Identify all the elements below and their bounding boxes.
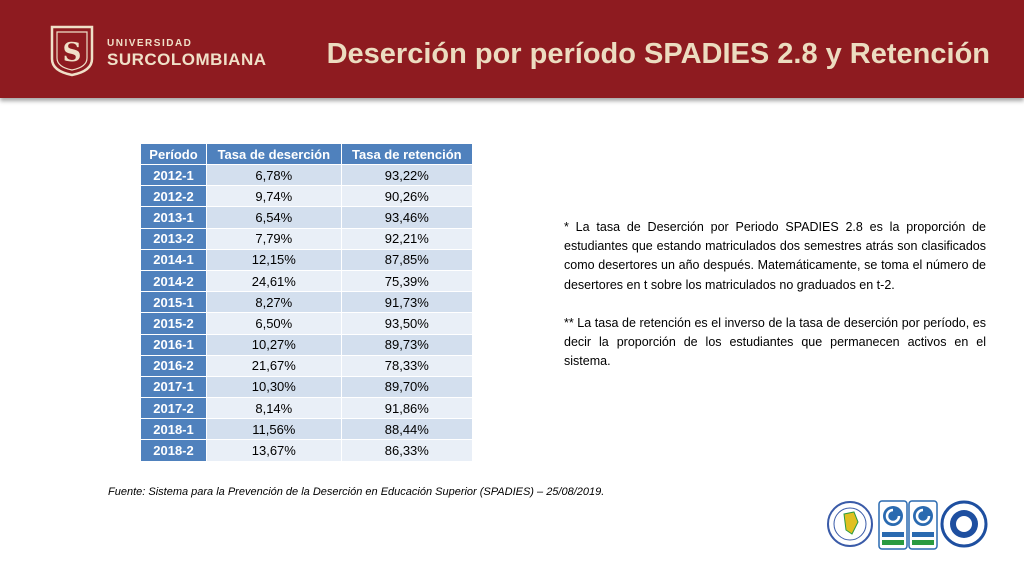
cell-desertion-rate: 10,27% (206, 333, 342, 356)
table-row: 2015-1 8,27% 91,73% (140, 291, 474, 314)
cell-retention-rate: 93,22% (340, 163, 474, 187)
cell-retention-rate: 87,85% (340, 248, 474, 271)
cell-retention-rate: 92,21% (340, 227, 474, 250)
cell-desertion-rate: 9,74% (206, 185, 342, 208)
cell-retention-rate: 89,73% (340, 333, 474, 356)
cell-period: 2012-2 (140, 185, 207, 208)
logo-line-1: UNIVERSIDAD (107, 38, 193, 49)
note-retention: ** La tasa de retención es el inverso de… (564, 315, 986, 369)
table-header-row: Período Tasa de deserción Tasa de retenc… (140, 143, 474, 165)
cell-desertion-rate: 8,14% (206, 397, 342, 420)
cell-desertion-rate: 6,50% (206, 312, 342, 335)
cell-retention-rate: 86,33% (340, 439, 474, 462)
cell-retention-rate: 89,70% (340, 375, 474, 399)
cell-period: 2016-2 (140, 354, 207, 377)
table-row: 2012-1 6,78% 93,22% (140, 163, 474, 187)
cell-retention-rate: 88,44% (340, 418, 474, 441)
cell-retention-rate: 78,33% (340, 354, 474, 377)
cell-period: 2016-1 (140, 333, 207, 356)
cell-retention-rate: 90,26% (340, 185, 474, 208)
table-row: 2014-1 12,15% 87,85% (140, 248, 474, 271)
iqnet-certification-icon (908, 500, 938, 550)
page-title: Deserción por período SPADIES 2.8 y Rete… (326, 38, 990, 70)
source-note: Fuente: Sistema para la Prevención de la… (108, 486, 605, 498)
logo-line-2: SURCOLOMBIANA (107, 50, 267, 69)
table-row: 2016-2 21,67% 78,33% (140, 354, 474, 377)
cell-desertion-rate: 6,78% (206, 163, 342, 187)
header-bar: S UNIVERSIDAD SURCOLOMBIANA Deserción po… (0, 0, 1024, 98)
table-row: 2015-2 6,50% 93,50% (140, 312, 474, 335)
cell-desertion-rate: 8,27% (206, 291, 342, 314)
cell-desertion-rate: 24,61% (206, 269, 342, 293)
column-header-desertion: Tasa de deserción (206, 143, 342, 165)
institutional-seal-icon (940, 500, 988, 548)
accreditation-seal-icon (827, 501, 873, 547)
cell-period: 2017-2 (140, 397, 207, 420)
cell-period: 2014-2 (140, 269, 207, 293)
cell-period: 2015-2 (140, 312, 207, 335)
table-row: 2013-2 7,79% 92,21% (140, 227, 474, 250)
table-row: 2018-2 13,67% 86,33% (140, 439, 474, 462)
cell-retention-rate: 91,86% (340, 397, 474, 420)
cell-retention-rate: 93,50% (340, 312, 474, 335)
cell-period: 2018-2 (140, 439, 207, 462)
cell-period: 2013-2 (140, 227, 207, 250)
table-row: 2017-2 8,14% 91,86% (140, 397, 474, 420)
cell-period: 2014-1 (140, 248, 207, 271)
cell-retention-rate: 91,73% (340, 291, 474, 314)
cell-period: 2015-1 (140, 291, 207, 314)
table-row: 2013-1 6,54% 93,46% (140, 206, 474, 229)
cell-desertion-rate: 10,30% (206, 375, 342, 399)
university-shield-icon: S (50, 25, 94, 77)
cell-desertion-rate: 6,54% (206, 206, 342, 229)
cell-desertion-rate: 7,79% (206, 227, 342, 250)
cell-period: 2013-1 (140, 206, 207, 229)
table-row: 2014-2 24,61% 75,39% (140, 269, 474, 293)
note-desertion: * La tasa de Deserción por Periodo SPADI… (564, 220, 986, 292)
notes-block: * La tasa de Deserción por Periodo SPADI… (564, 218, 986, 371)
table-row: 2016-1 10,27% 89,73% (140, 333, 474, 356)
retention-table: Período Tasa de deserción Tasa de retenc… (140, 143, 474, 462)
cell-period: 2012-1 (140, 163, 207, 187)
cell-desertion-rate: 13,67% (206, 439, 342, 462)
table-row: 2018-1 11,56% 88,44% (140, 418, 474, 441)
table-row: 2017-1 10,30% 89,70% (140, 375, 474, 399)
cell-retention-rate: 93,46% (340, 206, 474, 229)
cell-period: 2018-1 (140, 418, 207, 441)
table-row: 2012-2 9,74% 90,26% (140, 185, 474, 208)
table-body: 2012-1 6,78% 93,22% 2012-2 9,74% 90,26% 2013-1… (140, 163, 474, 462)
column-header-retention: Tasa de retención (340, 143, 474, 165)
cell-period: 2017-1 (140, 375, 207, 399)
iso-certification-icon (878, 500, 908, 550)
column-header-period: Período (140, 143, 207, 165)
cell-desertion-rate: 21,67% (206, 354, 342, 377)
university-logo: UNIVERSIDAD SURCOLOMBIANA (107, 38, 267, 70)
svg-text:S: S (63, 38, 82, 68)
cell-desertion-rate: 11,56% (206, 418, 342, 441)
cell-retention-rate: 75,39% (340, 269, 474, 293)
cell-desertion-rate: 12,15% (206, 248, 342, 271)
